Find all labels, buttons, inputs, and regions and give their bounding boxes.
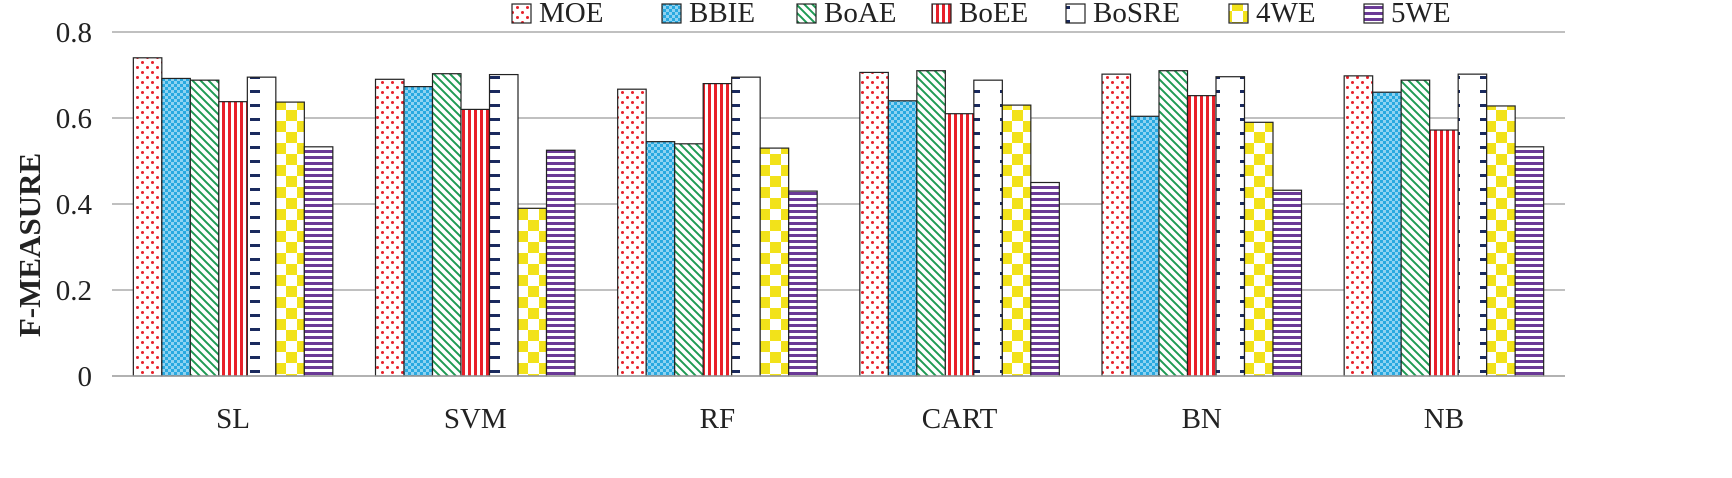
bar-5we-cart xyxy=(1030,181,1060,377)
legend-label: BoEE xyxy=(959,0,1028,29)
legend-item-bosre: BoSRE xyxy=(1065,0,1180,29)
bar-5we-bn xyxy=(1272,189,1303,377)
bar-moe-cart xyxy=(859,71,889,377)
bar-4we-nb xyxy=(1486,105,1516,377)
bar-bosre-sl xyxy=(246,76,277,377)
legend-swatch xyxy=(1228,3,1249,24)
bar-boae-sl xyxy=(189,79,220,377)
x-tick-label: CART xyxy=(922,403,998,435)
bar-boae-svm xyxy=(431,73,462,377)
bar-moe-svm xyxy=(374,78,405,377)
bar-bosre-nb xyxy=(1457,73,1488,377)
bar-bbie-sl xyxy=(161,77,191,377)
bar-boee-sl xyxy=(218,101,248,377)
bar-bosre-rf xyxy=(731,76,761,377)
legend-swatch xyxy=(1363,3,1384,24)
legend-swatch xyxy=(1065,3,1086,24)
legend-swatch xyxy=(931,3,952,24)
bar-boee-bn xyxy=(1186,95,1217,377)
bar-bosre-bn xyxy=(1215,76,1246,377)
bar-5we-rf xyxy=(788,190,818,377)
legend-item-boae: BoAE xyxy=(796,0,897,29)
bar-boae-rf xyxy=(674,143,704,377)
x-axis-labels: SL SVM RF CART BN NB xyxy=(216,403,1464,435)
y-tick-label: 0 xyxy=(78,361,93,393)
legend-label: BBIE xyxy=(689,0,755,29)
y-tick-label: 0.2 xyxy=(56,275,92,307)
bar-bbie-bn xyxy=(1129,115,1160,377)
bar-bbie-rf xyxy=(645,141,676,377)
y-tick-label: 0.8 xyxy=(56,17,92,49)
legend-label: 5WE xyxy=(1391,0,1451,29)
x-tick-label: RF xyxy=(700,403,735,435)
bar-boae-cart xyxy=(916,70,946,377)
y-tick-label: 0.4 xyxy=(56,189,93,221)
bar-moe-bn xyxy=(1101,73,1132,377)
bar-boae-nb xyxy=(1400,79,1431,377)
bar-5we-nb xyxy=(1514,146,1545,377)
legend-item-bbie: BBIE xyxy=(661,0,755,29)
bar-bbie-svm xyxy=(403,86,434,377)
bar-4we-bn xyxy=(1243,121,1274,377)
gridlines xyxy=(112,31,1565,291)
x-tick-label: NB xyxy=(1424,403,1464,435)
bar-4we-rf xyxy=(759,147,790,377)
bar-moe-nb xyxy=(1343,75,1374,377)
x-tick-label: SVM xyxy=(444,403,507,435)
legend-label: MOE xyxy=(539,0,603,29)
bar-bbie-nb xyxy=(1372,91,1402,377)
bar-moe-sl xyxy=(132,57,163,377)
y-tick-label: 0.6 xyxy=(56,103,92,135)
legend-label: BoSRE xyxy=(1093,0,1180,29)
bar-boee-rf xyxy=(702,82,733,377)
y-axis-ticks: 0 0.2 0.4 0.6 0.8 xyxy=(56,17,93,393)
bar-boae-bn xyxy=(1158,70,1189,377)
y-axis-title: F-MEASURE xyxy=(12,153,47,337)
legend-label: BoAE xyxy=(824,0,897,29)
legend-swatch xyxy=(511,3,532,24)
legend-label: 4WE xyxy=(1256,0,1316,29)
legend-item-4we: 4WE xyxy=(1228,0,1316,29)
legend-item-5we: 5WE xyxy=(1363,0,1451,29)
bar-5we-sl xyxy=(303,146,334,377)
bar-boee-cart xyxy=(944,113,975,377)
legend-item-boee: BoEE xyxy=(931,0,1028,29)
bar-4we-cart xyxy=(1001,104,1032,377)
bar-bbie-cart xyxy=(887,100,918,377)
legend: MOE BBIE BoAE BoEE BoSRE 4WE 5WE xyxy=(511,0,1451,29)
bar-4we-sl xyxy=(275,101,305,377)
bar-bosre-cart xyxy=(973,79,1003,377)
bar-boee-svm xyxy=(460,108,491,377)
bar-boee-nb xyxy=(1429,129,1459,377)
bar-moe-rf xyxy=(617,88,647,377)
x-tick-label: BN xyxy=(1182,403,1222,435)
legend-swatch xyxy=(796,3,817,24)
bar-5we-svm xyxy=(545,149,576,377)
bar-series xyxy=(132,57,1545,377)
bar-4we-svm xyxy=(517,207,548,377)
bar-bosre-svm xyxy=(488,73,519,377)
legend-swatch xyxy=(661,3,682,24)
x-tick-label: SL xyxy=(216,403,250,435)
legend-item-moe: MOE xyxy=(511,0,603,29)
